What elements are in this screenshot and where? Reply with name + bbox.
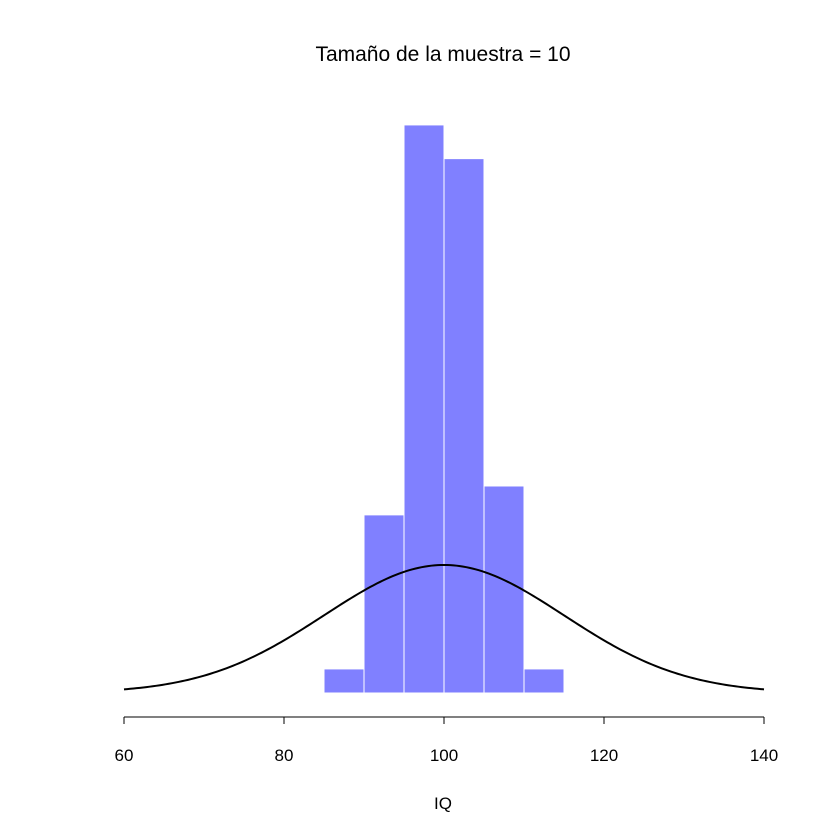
normal-density-curve <box>123 563 765 691</box>
histogram-bars <box>323 124 565 694</box>
x-axis-tick-label: 80 <box>275 746 294 765</box>
histogram-bar <box>363 514 405 694</box>
x-axis-tick-label: 100 <box>430 746 458 765</box>
histogram-bar <box>483 485 525 694</box>
histogram-bar <box>323 668 365 694</box>
x-axis-label: IQ <box>434 794 452 813</box>
histogram-bar <box>443 158 485 694</box>
chart-title: Tamaño de la muestra = 10 <box>315 43 570 66</box>
x-axis-tick-label: 140 <box>750 746 778 765</box>
histogram-bar <box>403 124 445 694</box>
x-axis: 60 80 100 120 140 <box>115 716 778 765</box>
x-axis-tick-label: 120 <box>590 746 618 765</box>
histogram-bar <box>523 668 565 694</box>
x-axis-tick-label: 60 <box>115 746 134 765</box>
